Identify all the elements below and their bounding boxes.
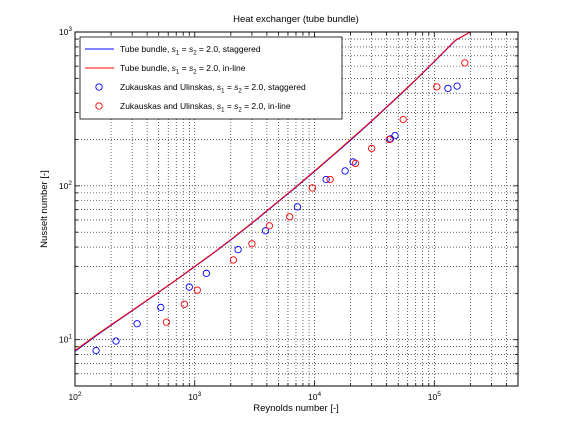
legend-label: Zukauskas and Ulinskas, s1 = s2 = 2.0, i… (120, 101, 291, 114)
data-point (157, 303, 165, 312)
y-tick-label: 101 (59, 334, 72, 345)
data-point (368, 144, 376, 153)
x-tick-label: 105 (428, 391, 441, 402)
legend-marker-swatch (95, 102, 103, 110)
legend-item: Tube bundle, s1 = s2 = 2.0, staggered (85, 44, 261, 57)
data-point (202, 269, 211, 277)
data-point (133, 320, 141, 328)
data-point (265, 222, 274, 230)
data-point (433, 83, 441, 91)
legend-label: Tube bundle, s1 = s2 = 2.0, staggered (120, 44, 261, 57)
data-point (180, 300, 189, 308)
series-markers-3 (162, 59, 469, 326)
x-tick-labels: 102 103 104 105 (68, 391, 441, 402)
data-point (286, 213, 294, 221)
plot-frame (74, 31, 519, 387)
data-point (248, 240, 256, 248)
grid (74, 31, 519, 387)
data-point (234, 245, 242, 254)
data-point (229, 256, 238, 264)
legend-item: Tube bundle, s1 = s2 = 2.0, in-line (85, 63, 246, 76)
legend-item: Zukauskas and Ulinskas, s1 = s2 = 2.0, i… (95, 101, 291, 114)
legend-label: Tube bundle, s1 = s2 = 2.0, in-line (120, 63, 246, 76)
data-point (461, 59, 469, 67)
data-point (385, 135, 393, 144)
data-point (112, 337, 120, 345)
legend: Tube bundle, s1 = s2 = 2.0, staggered Tub… (79, 36, 343, 120)
y-tick-label: 103 (59, 26, 72, 37)
x-tick-label: 102 (68, 391, 81, 402)
data-point (453, 82, 461, 90)
legend-marker-swatch (95, 83, 103, 91)
series-layer (75, 32, 471, 355)
data-point (391, 131, 399, 140)
y-tick-label: 102 (59, 180, 72, 191)
legend-label: Zukauskas and Ulinskas, s1 = s2 = 2.0, s… (120, 82, 306, 95)
data-point (326, 175, 334, 184)
tick-marks (74, 31, 519, 387)
x-tick-label: 103 (188, 391, 201, 402)
data-point (341, 167, 349, 175)
data-point (293, 203, 302, 211)
data-point (92, 346, 100, 355)
x-axis-label: Reynolds number [-] (253, 403, 339, 414)
data-point (185, 283, 193, 291)
data-point (444, 84, 452, 93)
legend-item: Zukauskas and Ulinskas, s1 = s2 = 2.0, s… (95, 82, 306, 95)
data-point (261, 227, 270, 235)
chart-title: Heat exchanger (tube bundle) (233, 14, 359, 25)
series-line-1 (75, 32, 471, 351)
data-point (193, 286, 201, 294)
data-point (322, 175, 330, 184)
series-markers-2 (92, 82, 461, 355)
data-point (399, 115, 407, 124)
legend-box (79, 36, 343, 120)
data-point (308, 184, 317, 192)
y-axis-label: Nusselt number [-] (39, 170, 50, 248)
y-tick-labels: 101 102 103 (59, 26, 72, 345)
data-point (162, 318, 171, 326)
data-point (351, 159, 360, 168)
x-tick-label: 104 (308, 391, 321, 402)
